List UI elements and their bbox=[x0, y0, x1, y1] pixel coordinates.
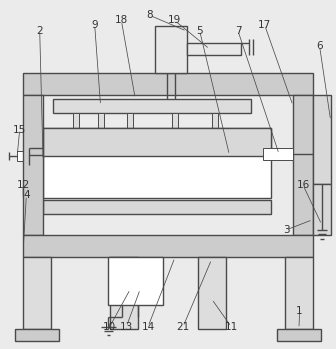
Bar bbox=[212, 112, 218, 128]
Bar bbox=[313, 184, 331, 236]
Bar bbox=[23, 236, 313, 257]
Text: 11: 11 bbox=[225, 322, 238, 332]
Text: 12: 12 bbox=[16, 180, 30, 190]
Bar bbox=[23, 257, 51, 329]
Bar bbox=[23, 73, 313, 95]
Bar bbox=[263, 148, 293, 160]
Text: 5: 5 bbox=[196, 26, 203, 36]
Text: 13: 13 bbox=[120, 322, 133, 332]
Bar bbox=[17, 151, 31, 161]
Text: 19: 19 bbox=[168, 15, 181, 25]
Bar bbox=[97, 112, 103, 128]
Text: 3: 3 bbox=[283, 225, 290, 235]
Bar bbox=[172, 112, 178, 128]
Text: 6: 6 bbox=[316, 42, 323, 51]
Bar bbox=[43, 128, 271, 156]
Bar bbox=[187, 43, 241, 55]
Text: 2: 2 bbox=[36, 26, 43, 36]
Text: 9: 9 bbox=[91, 20, 98, 30]
Bar bbox=[111, 257, 138, 329]
Text: 21: 21 bbox=[176, 322, 190, 332]
Bar bbox=[109, 257, 163, 305]
Bar bbox=[285, 257, 313, 329]
Bar bbox=[293, 95, 313, 236]
Bar bbox=[23, 95, 43, 236]
Bar bbox=[53, 99, 251, 112]
Text: 18: 18 bbox=[115, 15, 128, 25]
Bar bbox=[15, 329, 59, 341]
Text: 1: 1 bbox=[296, 306, 303, 316]
Bar bbox=[127, 112, 133, 128]
Bar bbox=[198, 257, 225, 329]
Text: 17: 17 bbox=[258, 20, 271, 30]
Text: 14: 14 bbox=[141, 322, 155, 332]
Bar bbox=[277, 329, 321, 341]
Text: 10: 10 bbox=[103, 322, 116, 332]
Bar bbox=[43, 200, 271, 214]
Text: 7: 7 bbox=[235, 26, 241, 36]
Text: 8: 8 bbox=[146, 10, 153, 20]
Bar bbox=[43, 128, 271, 198]
Bar bbox=[73, 112, 79, 128]
Text: 4: 4 bbox=[23, 190, 30, 200]
Bar bbox=[155, 26, 187, 73]
Text: 16: 16 bbox=[296, 180, 309, 190]
Bar bbox=[313, 95, 331, 184]
Text: 15: 15 bbox=[13, 125, 26, 134]
